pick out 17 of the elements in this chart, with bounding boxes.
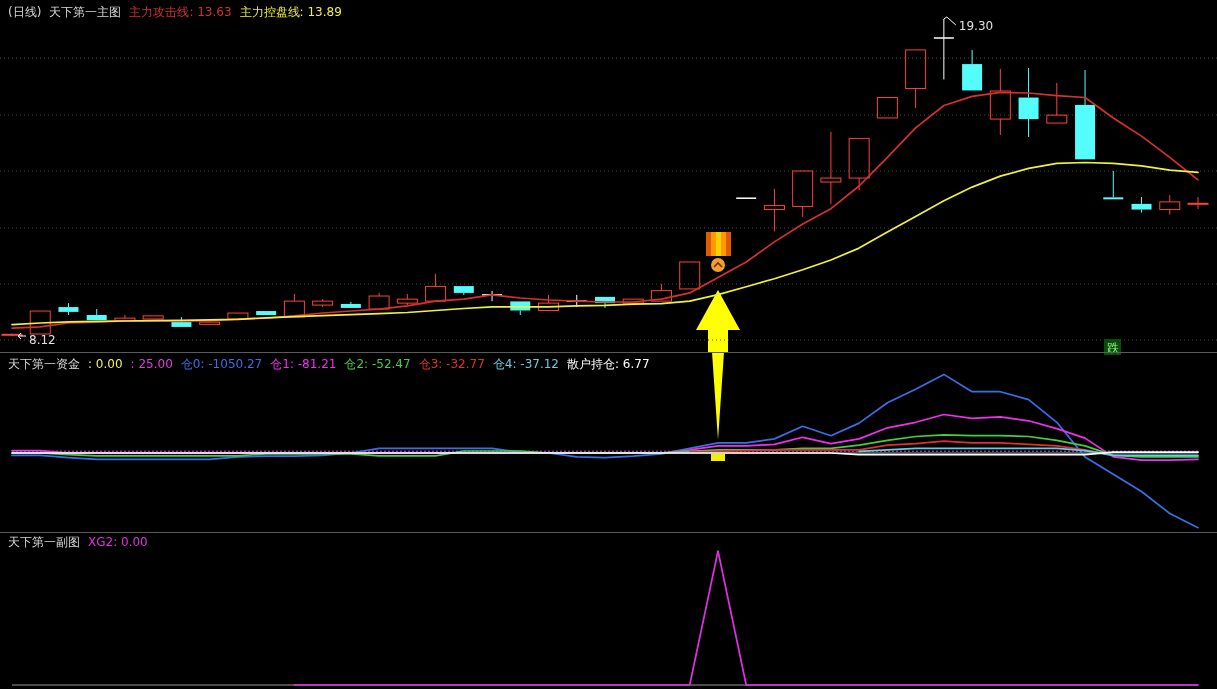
text: 仓0: -1050.27	[180, 357, 263, 371]
chart-title: (日线)	[8, 5, 42, 19]
text: 仓1: -81.21	[270, 357, 337, 371]
text: : 0.00	[88, 357, 123, 371]
text: 主力攻击线: 13.63	[129, 5, 232, 19]
text: 主力控盘线: 13.89	[239, 5, 342, 19]
text: 散户持仓: 6.77	[567, 357, 650, 371]
annotation: 8.12	[29, 333, 56, 347]
chart-title: 天下第一副图	[8, 535, 80, 549]
text: : 25.00	[130, 357, 173, 371]
annotation: 19.30	[958, 19, 994, 33]
text: 仓2: -52.47	[344, 357, 411, 371]
text: 仓4: -37.12	[492, 357, 559, 371]
text: 仓3: -32.77	[418, 357, 485, 371]
chart-title: 天下第一资金	[8, 357, 80, 371]
text: XG2: 0.00	[88, 535, 148, 549]
chart-subtitle: 天下第一主图	[49, 5, 122, 19]
